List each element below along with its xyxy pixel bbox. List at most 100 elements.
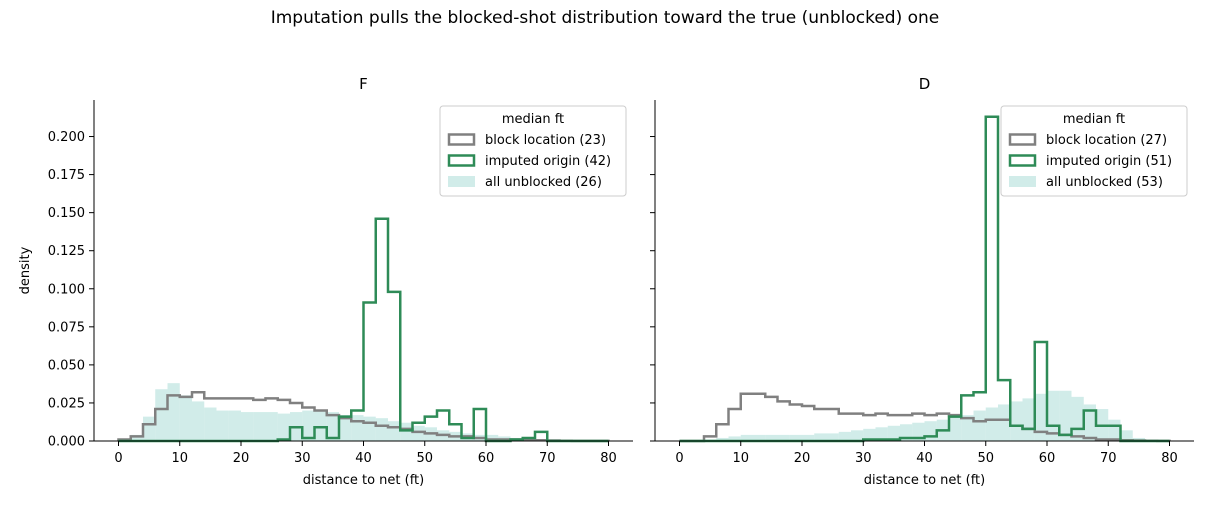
legend-entry-label: imputed origin (42) — [485, 154, 611, 169]
x-tick-label: 60 — [478, 451, 495, 466]
x-tick-label: 10 — [171, 451, 188, 466]
legend-entry-label: block location (27) — [1046, 133, 1167, 148]
unblocked-bar — [814, 433, 827, 441]
x-tick-label: 70 — [1100, 451, 1117, 466]
unblocked-bar — [363, 416, 376, 441]
unblocked-bar — [716, 437, 729, 441]
unblocked-bar — [277, 413, 290, 441]
unblocked-bar — [985, 407, 998, 441]
unblocked-bar — [949, 416, 962, 441]
x-tick-label: 50 — [416, 451, 433, 466]
unblocked-bar — [388, 421, 401, 441]
legend-frame — [439, 105, 627, 197]
y-tick-label: 0.050 — [48, 358, 85, 373]
unblocked-bar — [179, 395, 192, 441]
unblocked-bar — [253, 412, 266, 441]
unblocked-bar — [400, 422, 413, 441]
panel-title: F — [359, 75, 368, 93]
legend-swatch-block — [447, 133, 476, 146]
unblocked-bar — [192, 401, 205, 441]
y-tick-label: 0.125 — [48, 244, 85, 259]
unblocked-bar — [204, 407, 217, 441]
unblocked-bar — [740, 434, 753, 441]
x-tick-label: 40 — [916, 451, 933, 466]
unblocked-bar — [753, 434, 766, 441]
unblocked-bar — [961, 415, 974, 441]
y-axis-label: density — [18, 246, 33, 294]
unblocked-bar — [728, 436, 741, 441]
x-tick-label: 10 — [732, 451, 749, 466]
legend-swatch-imputed — [447, 154, 476, 167]
unblocked-bar — [789, 434, 802, 441]
legend-swatch-block — [1008, 133, 1037, 146]
unblocked-bar — [216, 410, 229, 441]
unblocked-bar — [777, 434, 790, 441]
unblocked-bar — [130, 434, 143, 441]
legend-swatch-unblocked — [1009, 176, 1036, 187]
legend-entry-label: block location (23) — [485, 133, 606, 148]
unblocked-bar — [765, 434, 778, 441]
unblocked-bar — [1034, 393, 1047, 441]
unblocked-bar — [1083, 404, 1096, 441]
y-tick-label: 0.075 — [48, 320, 85, 335]
unblocked-bar — [143, 416, 156, 441]
x-tick-label: 70 — [539, 451, 556, 466]
x-tick-label: 50 — [977, 451, 994, 466]
figure-title: Imputation pulls the blocked-shot distri… — [271, 8, 940, 28]
unblocked-bar — [228, 410, 241, 441]
unblocked-bar — [412, 425, 425, 441]
legend-entry-label: imputed origin (51) — [1046, 154, 1172, 169]
unblocked-bar — [1059, 390, 1072, 441]
unblocked-bar — [314, 410, 327, 441]
unblocked-bar — [265, 412, 278, 441]
legend-swatch-unblocked — [448, 176, 475, 187]
unblocked-bar — [339, 415, 352, 441]
y-tick-label: 0.025 — [48, 396, 85, 411]
y-tick-label: 0.000 — [48, 435, 85, 450]
unblocked-bar — [1022, 398, 1035, 441]
legend: median ft block location (27) imputed orig… — [1000, 105, 1188, 197]
unblocked-bar — [375, 418, 388, 441]
legend: median ft block location (23) imputed orig… — [439, 105, 627, 197]
x-tick-label: 40 — [355, 451, 372, 466]
legend-entry-label: all unblocked (26) — [485, 175, 602, 190]
block-location-step — [679, 392, 1171, 443]
unblocked-bar — [1108, 419, 1121, 441]
x-tick-label: 30 — [294, 451, 311, 466]
x-tick-label: 0 — [114, 451, 122, 466]
unblocked-bar — [973, 410, 986, 441]
legend-entry-label: all unblocked (53) — [1046, 175, 1163, 190]
unblocked-bar — [826, 433, 839, 441]
unblocked-bar — [924, 421, 937, 441]
y-tick-label: 0.200 — [48, 130, 85, 145]
unblocked-bar — [838, 431, 851, 441]
unblocked-bar — [1047, 390, 1060, 441]
unblocked-bar — [1071, 396, 1084, 441]
x-tick-label: 80 — [1161, 451, 1178, 466]
legend-frame — [1000, 105, 1188, 197]
y-tick-label: 0.150 — [48, 206, 85, 221]
unblocked-bar — [998, 404, 1011, 441]
legend-title: median ft — [1063, 112, 1125, 127]
unblocked-bar — [1120, 430, 1133, 441]
x-axis-label: distance to net (ft) — [303, 473, 424, 488]
x-tick-label: 30 — [855, 451, 872, 466]
unblocked-bar — [486, 434, 499, 441]
legend-title: median ft — [502, 112, 564, 127]
x-tick-label: 20 — [233, 451, 250, 466]
unblocked-bar — [863, 428, 876, 441]
x-tick-label: 80 — [600, 451, 617, 466]
unblocked-bar — [351, 415, 364, 441]
unblocked-bar — [302, 410, 315, 441]
x-tick-label: 20 — [794, 451, 811, 466]
unblocked-bar — [802, 434, 815, 441]
unblocked-bar — [326, 412, 339, 441]
unblocked-bar — [167, 383, 180, 441]
unblocked-bar — [912, 422, 925, 441]
x-tick-label: 0 — [675, 451, 683, 466]
x-axis-label: distance to net (ft) — [864, 473, 985, 488]
panel-f: 0 10 20 30 40 50 60 70 80 0.000 0.025 0.050 0.075 0.1… — [18, 75, 633, 488]
x-tick-label: 60 — [1039, 451, 1056, 466]
